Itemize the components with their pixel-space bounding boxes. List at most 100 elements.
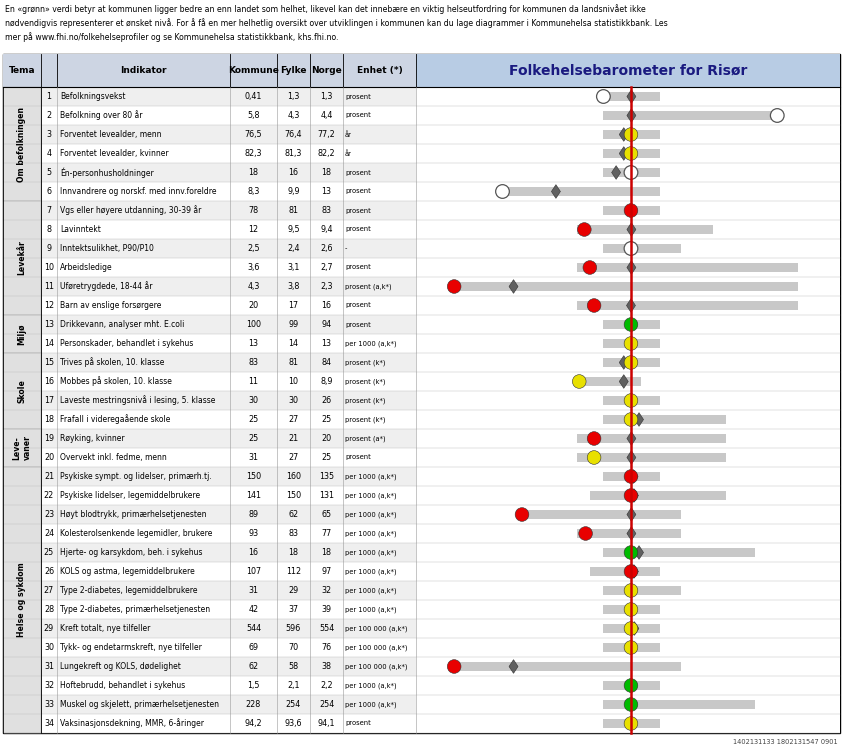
Text: 13: 13 xyxy=(44,320,54,329)
Text: 19: 19 xyxy=(44,434,54,443)
Bar xyxy=(41,657,416,676)
Bar xyxy=(41,372,416,391)
Bar xyxy=(450,662,681,671)
Text: 8,9: 8,9 xyxy=(320,377,333,386)
Bar xyxy=(603,643,660,653)
Text: 13: 13 xyxy=(321,187,331,196)
Text: prosent: prosent xyxy=(345,207,371,213)
Text: 10: 10 xyxy=(288,377,298,386)
Text: 150: 150 xyxy=(286,491,301,500)
Polygon shape xyxy=(627,222,636,237)
Circle shape xyxy=(572,375,586,388)
Bar xyxy=(416,600,840,619)
Bar xyxy=(416,182,840,201)
Text: Innvandrere og norskf. med innv.foreldre: Innvandrere og norskf. med innv.foreldre xyxy=(60,187,217,196)
Polygon shape xyxy=(620,128,628,141)
Bar xyxy=(41,125,416,144)
Text: 2,1: 2,1 xyxy=(287,681,300,690)
Text: 14: 14 xyxy=(288,339,298,348)
Text: 3,1: 3,1 xyxy=(287,263,300,272)
Text: Muskel og skjelett, primærhelsetjenesten: Muskel og skjelett, primærhelsetjenesten xyxy=(60,700,219,709)
Bar xyxy=(603,396,660,406)
Text: Barn av enslige forsørgere: Barn av enslige forsørgere xyxy=(60,301,161,310)
Bar xyxy=(41,524,416,543)
Bar xyxy=(3,54,416,87)
Text: 16: 16 xyxy=(249,548,259,557)
Text: 2,5: 2,5 xyxy=(247,244,260,253)
Polygon shape xyxy=(612,166,620,179)
Polygon shape xyxy=(551,185,561,198)
Polygon shape xyxy=(635,546,643,559)
Text: 21: 21 xyxy=(44,472,54,481)
Text: per 1000 (a,k*): per 1000 (a,k*) xyxy=(345,530,396,537)
Text: prosent: prosent xyxy=(345,303,371,309)
Text: 9,5: 9,5 xyxy=(287,225,300,234)
Text: 3,6: 3,6 xyxy=(247,263,260,272)
Bar xyxy=(603,206,660,216)
Text: Indikator: Indikator xyxy=(121,66,167,75)
Bar xyxy=(416,619,840,638)
Text: Psykiske lidelser, legemiddelbrukere: Psykiske lidelser, legemiddelbrukere xyxy=(60,491,200,500)
Text: 16: 16 xyxy=(288,168,298,177)
Text: 7: 7 xyxy=(46,206,51,215)
Text: Helse og sykdom: Helse og sykdom xyxy=(18,562,26,638)
Text: 84: 84 xyxy=(321,358,331,367)
Text: per 1000 (a,k*): per 1000 (a,k*) xyxy=(345,340,396,347)
Polygon shape xyxy=(626,204,636,217)
Text: 17: 17 xyxy=(44,396,54,405)
Text: 25: 25 xyxy=(44,548,54,557)
Bar xyxy=(416,315,840,334)
Bar xyxy=(3,429,41,467)
Text: 20: 20 xyxy=(249,301,259,310)
Text: Om befolkningen: Om befolkningen xyxy=(18,107,26,182)
Text: 78: 78 xyxy=(249,206,259,215)
Bar xyxy=(416,277,840,296)
Bar xyxy=(603,149,660,158)
Text: 18: 18 xyxy=(288,548,298,557)
Text: 81,3: 81,3 xyxy=(285,149,302,158)
Bar xyxy=(603,167,660,177)
Text: prosent (k*): prosent (k*) xyxy=(345,359,385,366)
Circle shape xyxy=(624,489,638,502)
Bar xyxy=(3,467,41,733)
Text: -: - xyxy=(345,246,347,252)
Text: 42: 42 xyxy=(249,605,259,614)
Circle shape xyxy=(624,584,638,597)
Text: 15: 15 xyxy=(44,358,54,367)
Text: Tykk- og endetarmskreft, nye tilfeller: Tykk- og endetarmskreft, nye tilfeller xyxy=(60,643,201,652)
Text: 141: 141 xyxy=(246,491,261,500)
Bar xyxy=(577,263,797,273)
Bar xyxy=(416,87,840,106)
Polygon shape xyxy=(629,469,638,484)
Text: 22: 22 xyxy=(44,491,54,500)
Text: Personskader, behandlet i sykehus: Personskader, behandlet i sykehus xyxy=(60,339,193,348)
Text: Én-personhusholdninger: Én-personhusholdninger xyxy=(60,167,153,178)
Circle shape xyxy=(624,128,638,141)
Bar xyxy=(416,258,840,277)
Bar xyxy=(41,87,416,106)
Text: per 1000 (a,k*): per 1000 (a,k*) xyxy=(345,682,396,689)
Text: 2,3: 2,3 xyxy=(320,282,333,291)
Text: 5,8: 5,8 xyxy=(247,111,260,120)
Bar xyxy=(577,377,641,386)
Text: 65: 65 xyxy=(321,510,331,519)
Polygon shape xyxy=(627,526,636,540)
Text: 89: 89 xyxy=(249,510,259,519)
Text: 26: 26 xyxy=(44,567,54,576)
Text: 100: 100 xyxy=(246,320,261,329)
Text: 94,2: 94,2 xyxy=(244,719,262,728)
Bar xyxy=(41,467,416,486)
Bar xyxy=(450,282,797,291)
Circle shape xyxy=(624,602,638,617)
Text: per 1000 (a,k*): per 1000 (a,k*) xyxy=(345,569,396,575)
Polygon shape xyxy=(635,412,643,427)
Text: 160: 160 xyxy=(286,472,301,481)
Bar xyxy=(603,357,660,367)
Bar xyxy=(603,547,755,557)
Text: år: år xyxy=(345,150,352,157)
Polygon shape xyxy=(509,659,518,674)
Text: prosent: prosent xyxy=(345,113,371,119)
Bar xyxy=(577,434,726,443)
Text: Psykiske sympt. og lidelser, primærh.tj.: Psykiske sympt. og lidelser, primærh.tj. xyxy=(60,472,212,481)
Text: prosent (a*): prosent (a*) xyxy=(345,436,385,442)
